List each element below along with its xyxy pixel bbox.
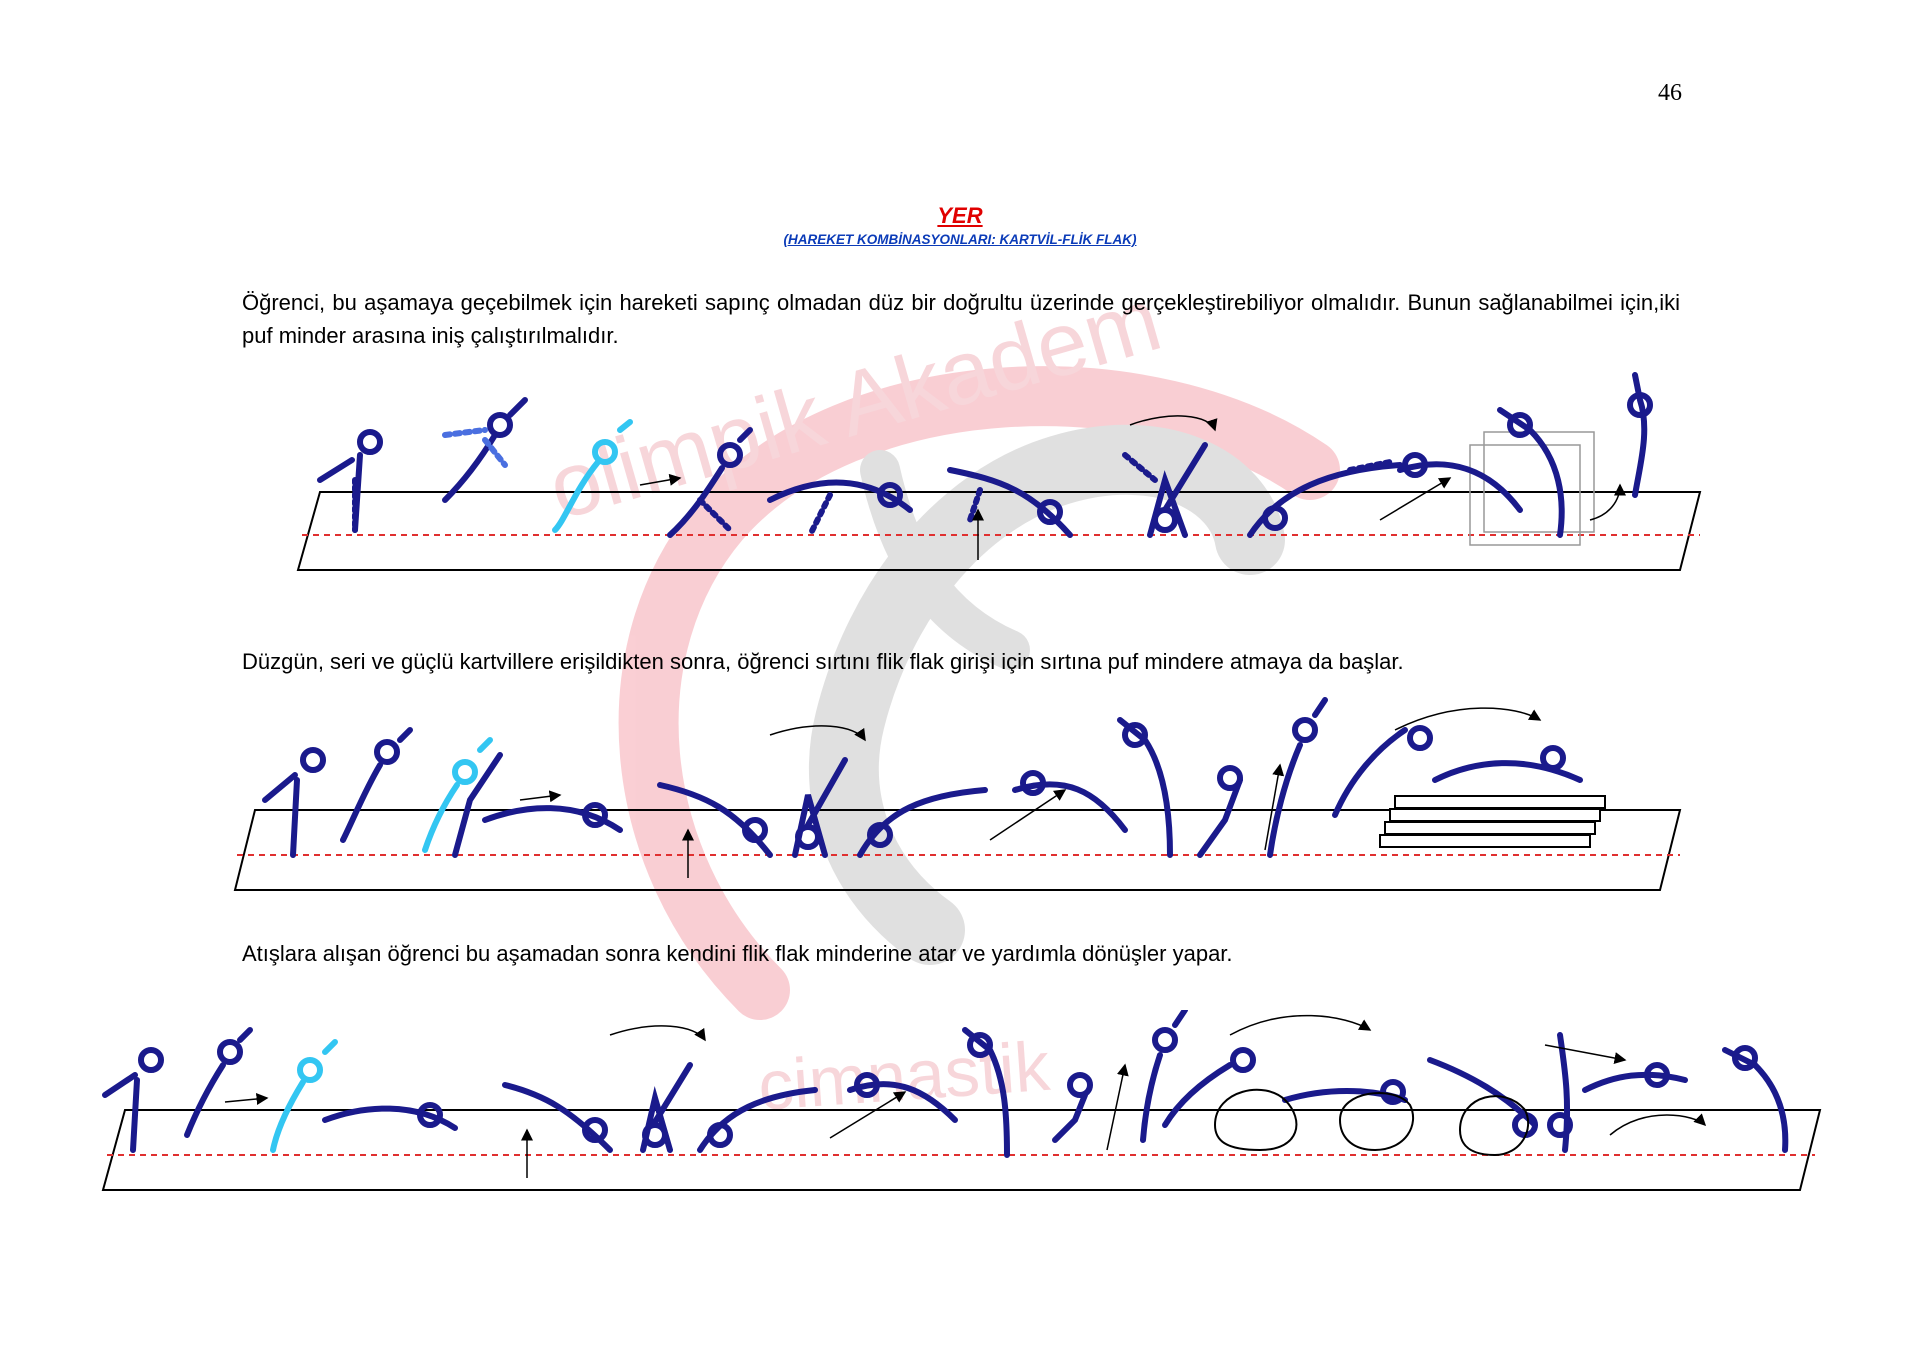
- arrow-icon: [829, 1091, 907, 1139]
- mat-icon: [1338, 1092, 1415, 1152]
- arrow-icon: [519, 790, 562, 803]
- paragraph-1: Öğrenci, bu aşamaya geçebilmek için hare…: [242, 290, 1680, 348]
- page-subtitle: (HAREKET KOMBİNASYONLARI: KARTVİL-FLİK F…: [783, 232, 1137, 247]
- gymnast-figure-icon: [262, 697, 1583, 858]
- mat-icon: [1379, 795, 1606, 848]
- mat-icon: [1458, 1095, 1530, 1157]
- page-title: YER: [937, 203, 983, 228]
- arrow-icon: [1264, 763, 1285, 851]
- illustration-3: [101, 1010, 1822, 1191]
- arrow-icon: [224, 1093, 269, 1105]
- arrow-icon: [1544, 1044, 1627, 1064]
- arrow-icon: [1106, 1063, 1129, 1151]
- illustration-1: [296, 372, 1702, 571]
- gymnast-figure-icon: [102, 1010, 1789, 1158]
- curved-arrow-icon: [769, 725, 866, 742]
- curved-arrow-icon: [1229, 1014, 1372, 1036]
- curved-arrow-icon: [1609, 1113, 1707, 1136]
- gymnast-figure-icon: [317, 372, 1653, 538]
- mat-icon: [101, 1109, 1822, 1191]
- mat-icon: [1213, 1088, 1298, 1152]
- arrow-icon: [639, 473, 682, 486]
- paragraph-2: Düzgün, seri ve güçlü kartvillere erişil…: [242, 649, 1404, 674]
- paragraph-3: Atışlara alışan öğrenci bu aşamadan sonr…: [242, 941, 1233, 966]
- curved-arrow-icon: [1129, 415, 1218, 432]
- page-number: 46: [1658, 80, 1682, 106]
- curved-arrow-icon: [1394, 707, 1542, 731]
- title-block: YER (HAREKET KOMBİNASYONLARI: KARTVİL-FL…: [740, 203, 1180, 249]
- arrow-icon: [1379, 477, 1452, 521]
- arrow-icon: [989, 789, 1067, 841]
- mat-icon: [233, 809, 1682, 891]
- curved-arrow-icon: [1589, 483, 1626, 521]
- box-icon: [1469, 431, 1595, 546]
- curved-arrow-icon: [609, 1025, 706, 1042]
- illustration-2: [233, 697, 1682, 891]
- mat-icon: [296, 491, 1702, 571]
